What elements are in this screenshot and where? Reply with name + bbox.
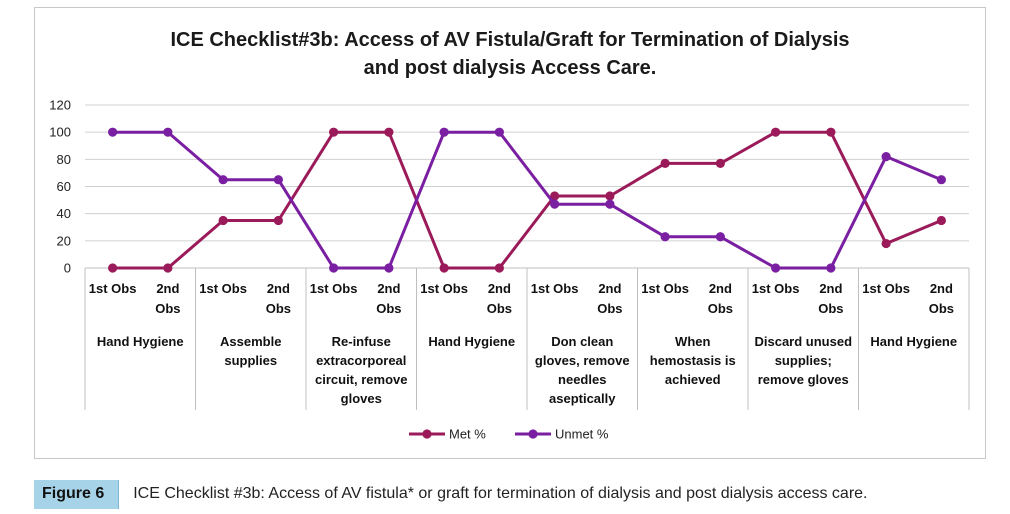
x-tick-label-7: 1st Obs	[420, 281, 468, 296]
figure-caption: Figure 6 ICE Checklist #3b: Access of AV…	[34, 477, 867, 511]
data-point-s1-13	[771, 127, 781, 137]
y-tick-label-120: 120	[49, 98, 71, 113]
data-point-s2-13	[771, 263, 781, 273]
x-tick-label-2: Obs	[155, 301, 180, 316]
x-group-label-3: circuit, remove	[315, 372, 408, 387]
data-point-s2-16	[936, 175, 946, 185]
x-group-label-7: Discard unused	[754, 334, 852, 349]
x-group-label-3: extracorporeal	[316, 353, 406, 368]
y-tick-label-100: 100	[49, 125, 71, 140]
x-group-label-8: Hand Hygiene	[870, 334, 957, 349]
data-point-s1-10	[605, 191, 615, 201]
data-point-s1-14	[826, 127, 836, 137]
legend-marker-2	[528, 429, 538, 439]
x-tick-label-16: Obs	[929, 301, 954, 316]
x-tick-label-2: 2nd	[156, 281, 179, 296]
data-point-s2-14	[826, 263, 836, 273]
x-tick-label-14: Obs	[818, 301, 843, 316]
x-tick-label-4: 2nd	[267, 281, 290, 296]
data-point-s2-1	[108, 127, 118, 137]
x-group-label-6: achieved	[665, 372, 721, 387]
chart-frame: ICE Checklist#3b: Access of AV Fistula/G…	[34, 7, 986, 459]
x-group-label-5: aseptically	[549, 391, 616, 406]
data-point-s2-15	[881, 152, 891, 162]
legend-marker-1	[422, 429, 432, 439]
line-chart: ICE Checklist#3b: Access of AV Fistula/G…	[49, 29, 970, 442]
x-group-label-2: supplies	[224, 353, 277, 368]
x-tick-label-6: Obs	[376, 301, 401, 316]
x-tick-label-15: 1st Obs	[862, 281, 910, 296]
x-group-label-5: gloves, remove	[535, 353, 630, 368]
x-group-label-2: Assemble	[220, 334, 281, 349]
chart-title-line-1: ICE Checklist#3b: Access of AV Fistula/G…	[170, 29, 849, 51]
y-tick-label-20: 20	[57, 233, 71, 248]
x-tick-label-5: 1st Obs	[310, 281, 358, 296]
data-point-s1-8	[494, 263, 504, 273]
data-point-s1-3	[218, 215, 228, 226]
data-point-s1-12	[715, 158, 725, 169]
data-point-s1-6	[384, 127, 394, 137]
data-point-s2-6	[384, 263, 394, 273]
chart-title-line-2: and post dialysis Access Care.	[364, 57, 657, 79]
x-tick-label-8: Obs	[487, 301, 512, 316]
data-point-s1-15	[881, 238, 891, 249]
x-tick-label-8: 2nd	[488, 281, 511, 296]
y-tick-label-0: 0	[64, 261, 71, 276]
caption-text: ICE Checklist #3b: Access of AV fistula*…	[133, 485, 868, 502]
data-point-s2-8	[494, 127, 504, 137]
x-group-label-7: remove gloves	[758, 372, 849, 387]
x-tick-label-1: 1st Obs	[89, 281, 137, 296]
data-point-s1-2	[163, 263, 173, 273]
y-tick-label-40: 40	[57, 206, 71, 221]
data-point-s1-11	[660, 158, 670, 169]
data-point-s2-4	[273, 175, 283, 185]
figure-label: Figure 6	[34, 479, 120, 509]
data-point-s2-5	[329, 263, 339, 273]
data-point-s1-7	[439, 263, 449, 273]
data-point-s2-9	[550, 199, 560, 209]
x-group-label-6: When	[675, 334, 710, 349]
data-point-s2-12	[715, 232, 725, 242]
legend-label-1: Met %	[449, 427, 486, 442]
series-line-1	[112, 130, 942, 270]
x-group-label-3: Re-infuse	[332, 334, 391, 349]
data-point-s2-7	[439, 127, 449, 137]
x-group-label-4: Hand Hygiene	[428, 334, 515, 349]
x-tick-label-14: 2nd	[819, 281, 842, 296]
data-point-s2-10	[605, 199, 615, 209]
x-tick-label-13: 1st Obs	[752, 281, 800, 296]
x-tick-label-10: Obs	[597, 301, 622, 316]
x-tick-label-6: 2nd	[377, 281, 400, 296]
y-tick-label-60: 60	[57, 179, 71, 194]
x-tick-label-9: 1st Obs	[531, 281, 579, 296]
legend-label-2: Unmet %	[555, 427, 609, 442]
data-point-s1-1	[108, 263, 118, 273]
x-group-label-1: Hand Hygiene	[97, 334, 184, 349]
x-group-label-3: gloves	[341, 391, 382, 406]
data-point-s1-9	[550, 191, 560, 201]
data-point-s1-4	[273, 215, 283, 226]
x-group-label-6: hemostasis is	[650, 353, 736, 368]
x-tick-label-12: Obs	[708, 301, 733, 316]
x-group-label-5: Don clean	[551, 334, 613, 349]
x-tick-label-10: 2nd	[598, 281, 621, 296]
x-tick-label-3: 1st Obs	[199, 281, 247, 296]
x-group-label-5: needles	[558, 372, 606, 387]
x-tick-label-11: 1st Obs	[641, 281, 689, 296]
data-point-s1-16	[936, 215, 946, 226]
series-line-2	[112, 130, 942, 270]
x-tick-label-4: Obs	[266, 301, 291, 316]
y-tick-label-80: 80	[57, 152, 71, 167]
x-tick-label-12: 2nd	[709, 281, 732, 296]
data-point-s2-3	[218, 175, 228, 185]
x-group-label-7: supplies;	[775, 353, 832, 368]
data-point-s2-2	[163, 127, 173, 137]
data-point-s2-11	[660, 232, 670, 242]
x-tick-label-16: 2nd	[930, 281, 953, 296]
data-point-s1-5	[329, 127, 339, 137]
